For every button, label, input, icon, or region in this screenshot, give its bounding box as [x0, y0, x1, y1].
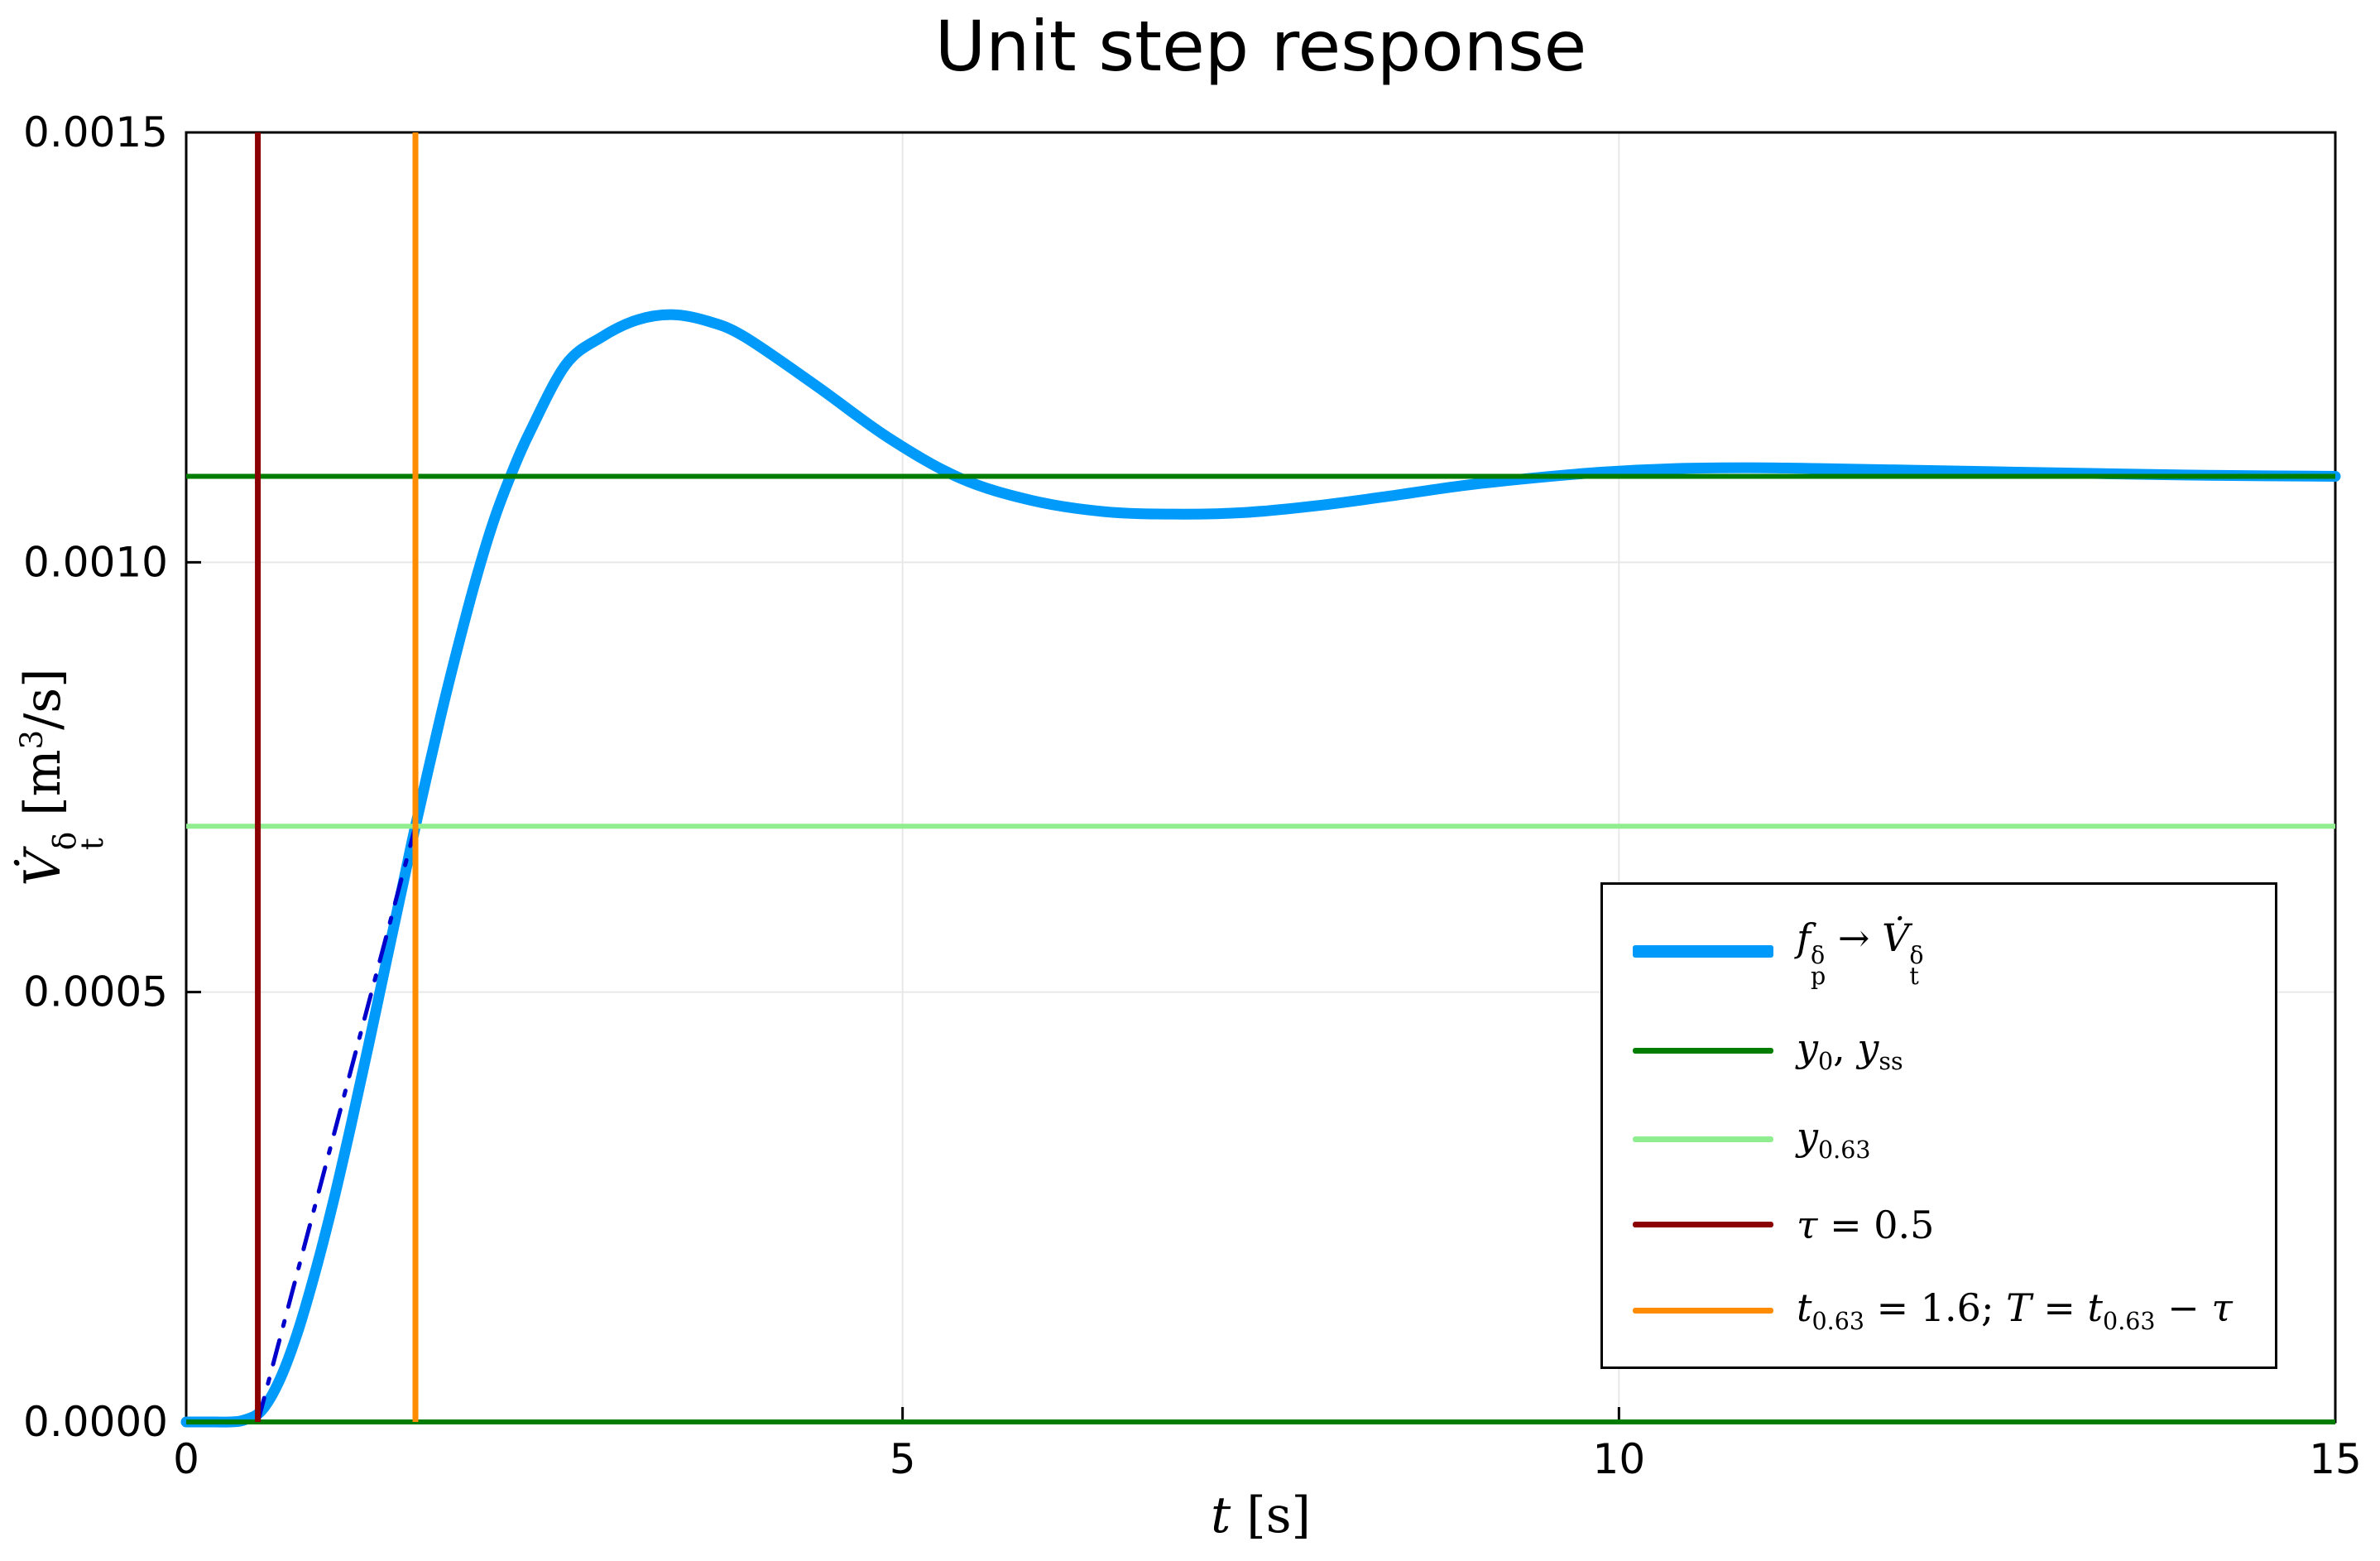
x-tick-label: 0 — [173, 1435, 199, 1483]
math-text-segment: y — [1857, 1025, 1879, 1071]
math-text-segment: 0.63 — [1818, 1136, 1871, 1165]
math-text-segment: τ — [2211, 1285, 2233, 1331]
math-text-segment: y — [1797, 1025, 1818, 1071]
y-axis-label-text: V̇ δ t [m3/s] — [13, 668, 110, 886]
x-tick-label: 15 — [2309, 1435, 2362, 1483]
x-tick-label: 10 — [1593, 1435, 1646, 1483]
math-text-segment: , — [1833, 1025, 1858, 1071]
math-text-segment: 3 — [13, 729, 50, 750]
math-text-segment: [s] — [1231, 1487, 1311, 1544]
legend-entry-label: y0.63 — [1797, 1114, 1871, 1164]
legend-line-sample — [1633, 1308, 1773, 1314]
math-text-segment: [m — [14, 749, 72, 832]
math-text-segment: τ — [1797, 1202, 1818, 1247]
legend-entry: y0.63 — [1633, 1114, 2245, 1164]
math-text-segment: = — [2031, 1285, 2088, 1331]
chart-title: Unit step response — [934, 6, 1587, 87]
y-axis-label: V̇ δ t [m3/s] — [13, 132, 110, 1422]
legend-entry-label: τ = 0.5 — [1797, 1203, 1934, 1247]
legend-line-sample — [1633, 945, 1773, 958]
math-text-segment: t — [1211, 1487, 1231, 1544]
x-axis-label: t [s] — [186, 1487, 2335, 1544]
math-text-segment: f — [1797, 915, 1811, 961]
math-text-segment: /s] — [14, 668, 72, 730]
legend-entry: y0, yss — [1633, 1025, 2245, 1076]
math-text-segment: → — [1826, 915, 1883, 961]
math-text-segment: 0 — [1818, 1048, 1834, 1076]
math-text-segment: 0.63 — [2103, 1308, 2156, 1336]
y-tick-label: 0.0015 — [23, 108, 168, 156]
legend-entry: t0.63 = 1.6; T = t0.63 − τ — [1633, 1285, 2245, 1336]
math-text-segment: = 0.5 — [1817, 1202, 1935, 1247]
legend-line-sample — [1633, 1136, 1773, 1142]
math-text-segment: t — [2087, 1285, 2104, 1331]
legend-entry-label: t0.63 = 1.6; T = t0.63 − τ — [1797, 1285, 2233, 1335]
y-tick-label: 0.0000 — [23, 1398, 168, 1446]
math-text-segment: ss — [1879, 1048, 1903, 1076]
y-tick-label: 0.0010 — [23, 538, 168, 586]
legend-line-sample — [1633, 1222, 1773, 1228]
legend-entry-label: y0, yss — [1797, 1025, 1903, 1075]
x-tick-label: 5 — [890, 1435, 916, 1483]
legend-line-sample — [1633, 1048, 1773, 1054]
math-text-segment: T — [2006, 1285, 2032, 1331]
math-text-segment: = 1.6; — [1864, 1285, 2007, 1331]
legend-entry: τ = 0.5 — [1633, 1203, 2245, 1247]
math-text-segment: y — [1797, 1114, 1818, 1160]
math-text-segment: V̇ — [1882, 915, 1910, 961]
math-text-segment: t — [1797, 1285, 1812, 1331]
math-text-segment: 0.63 — [1811, 1308, 1865, 1336]
series-tangent — [256, 824, 418, 1424]
math-text-segment: − — [2155, 1285, 2212, 1331]
y-tick-label: 0.0005 — [23, 968, 168, 1016]
series-step-response — [180, 309, 2341, 1428]
x-axis-label-text: t [s] — [1211, 1487, 1311, 1544]
math-text-segment: V̇ — [14, 850, 72, 886]
